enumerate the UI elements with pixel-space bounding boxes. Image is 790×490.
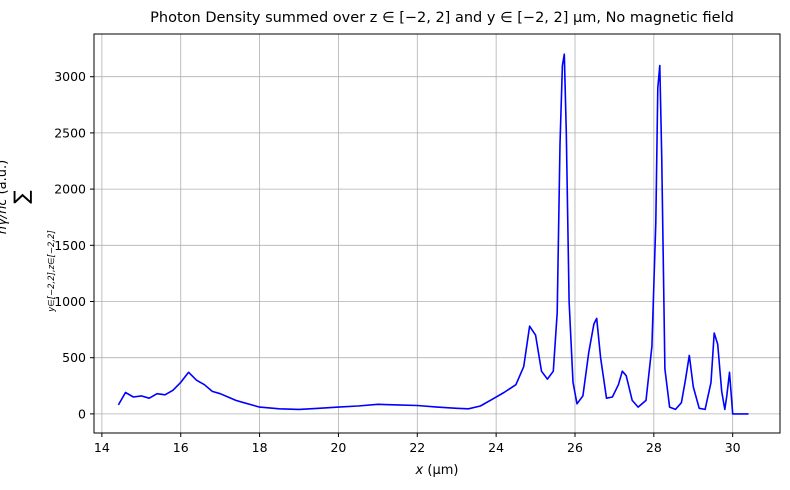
y-tick-label: 0: [78, 406, 86, 421]
y-tick-label: 2000: [54, 182, 86, 197]
x-tick-label: 24: [488, 440, 504, 455]
x-tick-label: 20: [330, 440, 346, 455]
x-tick-label: 14: [94, 440, 110, 455]
grid: [94, 34, 780, 433]
y-tick-label: 1000: [54, 294, 86, 309]
y-tick-label: 1500: [54, 238, 86, 253]
y-tick-label: 500: [62, 350, 86, 365]
x-tick-label: 30: [725, 440, 741, 455]
svg-text:nγ/nc (a.u.): nγ/nc (a.u.): [0, 160, 10, 234]
y-axis-label: nγ/nc (a.u.) ∑ y∈[−2,2],z∈[−2,2]: [0, 160, 57, 313]
series-line: [117, 53, 749, 415]
y-tick-label: 3000: [54, 69, 86, 84]
x-tick-label: 22: [409, 440, 425, 455]
series-layer: [117, 53, 749, 415]
y-axis-label-sum: ∑: [9, 190, 33, 204]
y-axis-label-var: nγ/nc: [0, 199, 10, 235]
y-axis-label-sub: y∈[−2,2],z∈[−2,2]: [47, 230, 57, 313]
x-tick-label: 18: [252, 440, 268, 455]
plot-frame: [93, 33, 781, 434]
x-tick-label: 16: [173, 440, 189, 455]
y-axis: 0 500 1000 1500 2000 2500 3000: [54, 69, 94, 421]
x-axis-label-var: x: [415, 463, 424, 478]
y-axis-label-unit: (a.u.): [0, 160, 10, 195]
x-tick-label: 26: [567, 440, 583, 455]
y-tick-label: 2500: [54, 125, 86, 140]
x-axis-label: x (μm): [415, 463, 459, 478]
x-axis-label-unit: (μm): [427, 463, 458, 478]
x-tick-label: 28: [646, 440, 662, 455]
chart-title: Photon Density summed over z ∈ [−2, 2] a…: [150, 10, 734, 26]
x-axis: 14 16 18 20 22 24 26 28 30: [94, 433, 741, 455]
